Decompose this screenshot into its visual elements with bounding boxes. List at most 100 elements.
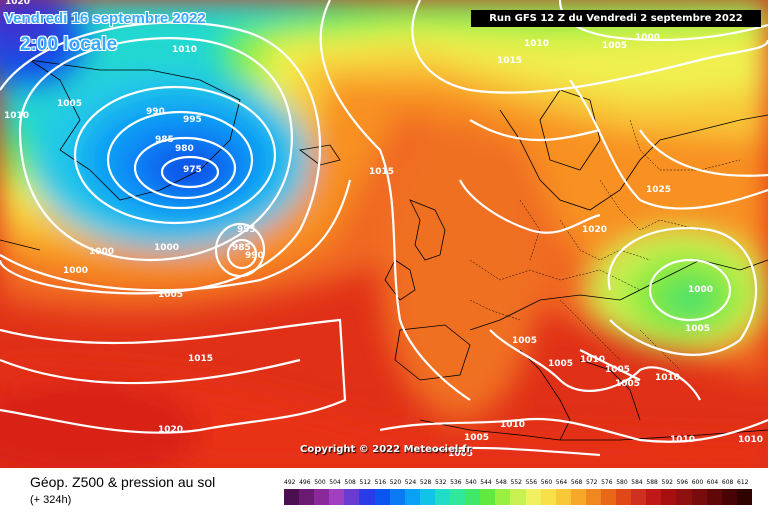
legend-swatch	[359, 489, 375, 505]
legend-value: 548	[495, 479, 507, 486]
legend-swatch	[736, 489, 752, 505]
legend-value: 596	[676, 479, 689, 486]
legend-value: 572	[586, 479, 598, 486]
pressure-label: 1020	[5, 0, 30, 7]
pressure-label: 1015	[497, 56, 522, 66]
pressure-label: 995	[237, 225, 256, 235]
legend-value: 528	[419, 479, 432, 486]
legend-swatch	[525, 489, 541, 505]
legend-swatch	[314, 489, 330, 505]
legend-value: 520	[389, 479, 402, 486]
pressure-label: 985	[155, 135, 174, 145]
legend-swatch	[480, 489, 496, 505]
legend-value: 508	[344, 479, 356, 486]
pressure-label: 1015	[369, 167, 394, 177]
legend-value: 588	[646, 479, 658, 486]
weather-map: 1020 1010 1005 1010 990 995 985 980 975 …	[0, 0, 768, 468]
legend-value: 580	[616, 479, 628, 486]
legend-value: 532	[435, 479, 447, 486]
legend-swatch	[510, 489, 526, 505]
pressure-label: 1005	[448, 449, 473, 459]
legend-swatch	[616, 489, 632, 505]
parameter-title: Géop. Z500 & pression au sol	[30, 474, 216, 490]
isobars	[0, 0, 768, 457]
legend-swatch	[344, 489, 360, 505]
legend-value: 564	[555, 479, 568, 486]
legend-value: 560	[540, 479, 553, 486]
legend-swatch	[721, 489, 737, 505]
legend-swatch	[450, 489, 466, 505]
lead-time: (+ 324h)	[30, 494, 72, 506]
pressure-label: 1000	[89, 247, 114, 257]
pressure-label: 1000	[688, 285, 713, 295]
pressure-label: 995	[183, 115, 202, 125]
legend-value: 612	[737, 479, 749, 486]
pressure-label: 975	[183, 165, 202, 175]
pressure-label: 1005	[512, 336, 537, 346]
legend-value: 576	[601, 479, 613, 486]
pressure-label: 985	[232, 243, 251, 253]
run-label: Run GFS 12 Z du Vendredi 2 septembre 202…	[471, 10, 761, 27]
legend-swatch	[374, 489, 390, 505]
legend-value: 604	[706, 479, 719, 486]
legend-value: 540	[465, 479, 477, 486]
pressure-label: 1005	[685, 324, 710, 334]
valid-time: 2:00 locale	[20, 34, 118, 55]
legend-swatches	[284, 489, 752, 505]
pressure-label: 1010	[500, 420, 525, 430]
legend-swatch	[419, 489, 435, 505]
legend-value: 584	[631, 479, 643, 486]
legend-value: 568	[570, 479, 583, 486]
pressure-label: 1005	[57, 99, 82, 109]
legend-value: 492	[284, 479, 296, 486]
legend-swatch	[631, 489, 647, 505]
legend-swatch	[691, 489, 707, 505]
legend-swatch	[676, 489, 692, 505]
legend-swatch	[585, 489, 601, 505]
pressure-label: 1010	[172, 45, 197, 55]
pressure-label: 990	[146, 107, 165, 117]
pressure-label: 1010	[4, 111, 29, 121]
pressure-label: 1010	[655, 373, 680, 383]
color-legend: 492 496 500 504 508 512 516 520 524 528 532 536 540 5…	[284, 479, 752, 505]
legend-labels: 492 496 500 504 508 512 516 520 524 528 532 536 540 5…	[284, 479, 752, 488]
legend-swatch	[570, 489, 586, 505]
legend-value: 608	[721, 479, 734, 486]
legend-value: 552	[510, 479, 522, 486]
coastlines	[0, 59, 768, 441]
pressure-label: 1005	[602, 41, 627, 51]
legend-swatch	[706, 489, 722, 505]
pressure-label: 1005	[605, 365, 630, 375]
legend-value: 496	[299, 479, 311, 486]
pressure-label: 1020	[158, 425, 183, 435]
legend-swatch	[434, 489, 451, 505]
pressure-label: 1005	[464, 433, 489, 443]
pressure-label: 1010	[524, 39, 549, 49]
pressure-label: 1000	[63, 266, 88, 276]
legend-value: 592	[661, 479, 673, 486]
legend-value: 512	[359, 479, 371, 486]
legend-swatch	[495, 489, 511, 505]
legend-value: 536	[450, 479, 462, 486]
pressure-label: 1025	[646, 185, 671, 195]
legend-value: 500	[314, 479, 326, 486]
pressure-label: 1005	[548, 359, 573, 369]
legend-value: 544	[480, 479, 492, 486]
legend-value: 524	[404, 479, 417, 486]
legend-swatch	[465, 489, 481, 505]
copyright: Copyright © 2022 Meteociel.fr	[300, 444, 472, 455]
pressure-label: 1010	[738, 435, 763, 445]
legend-swatch	[299, 489, 315, 505]
legend-swatch	[389, 489, 405, 505]
legend-swatch	[284, 489, 300, 505]
pressure-label: 1010	[580, 355, 605, 365]
legend-swatch	[329, 489, 345, 505]
geopotential-field	[0, 0, 768, 468]
pressure-label: 1000	[154, 243, 179, 253]
legend-swatch	[646, 489, 662, 505]
pressure-label: 980	[175, 144, 194, 154]
pressure-label: 1020	[582, 225, 607, 235]
legend-value: 516	[374, 479, 387, 486]
pressure-labels: 1020 1010 1005 1010 990 995 985 980 975 …	[4, 0, 763, 459]
pressure-label: 1005	[615, 379, 640, 389]
